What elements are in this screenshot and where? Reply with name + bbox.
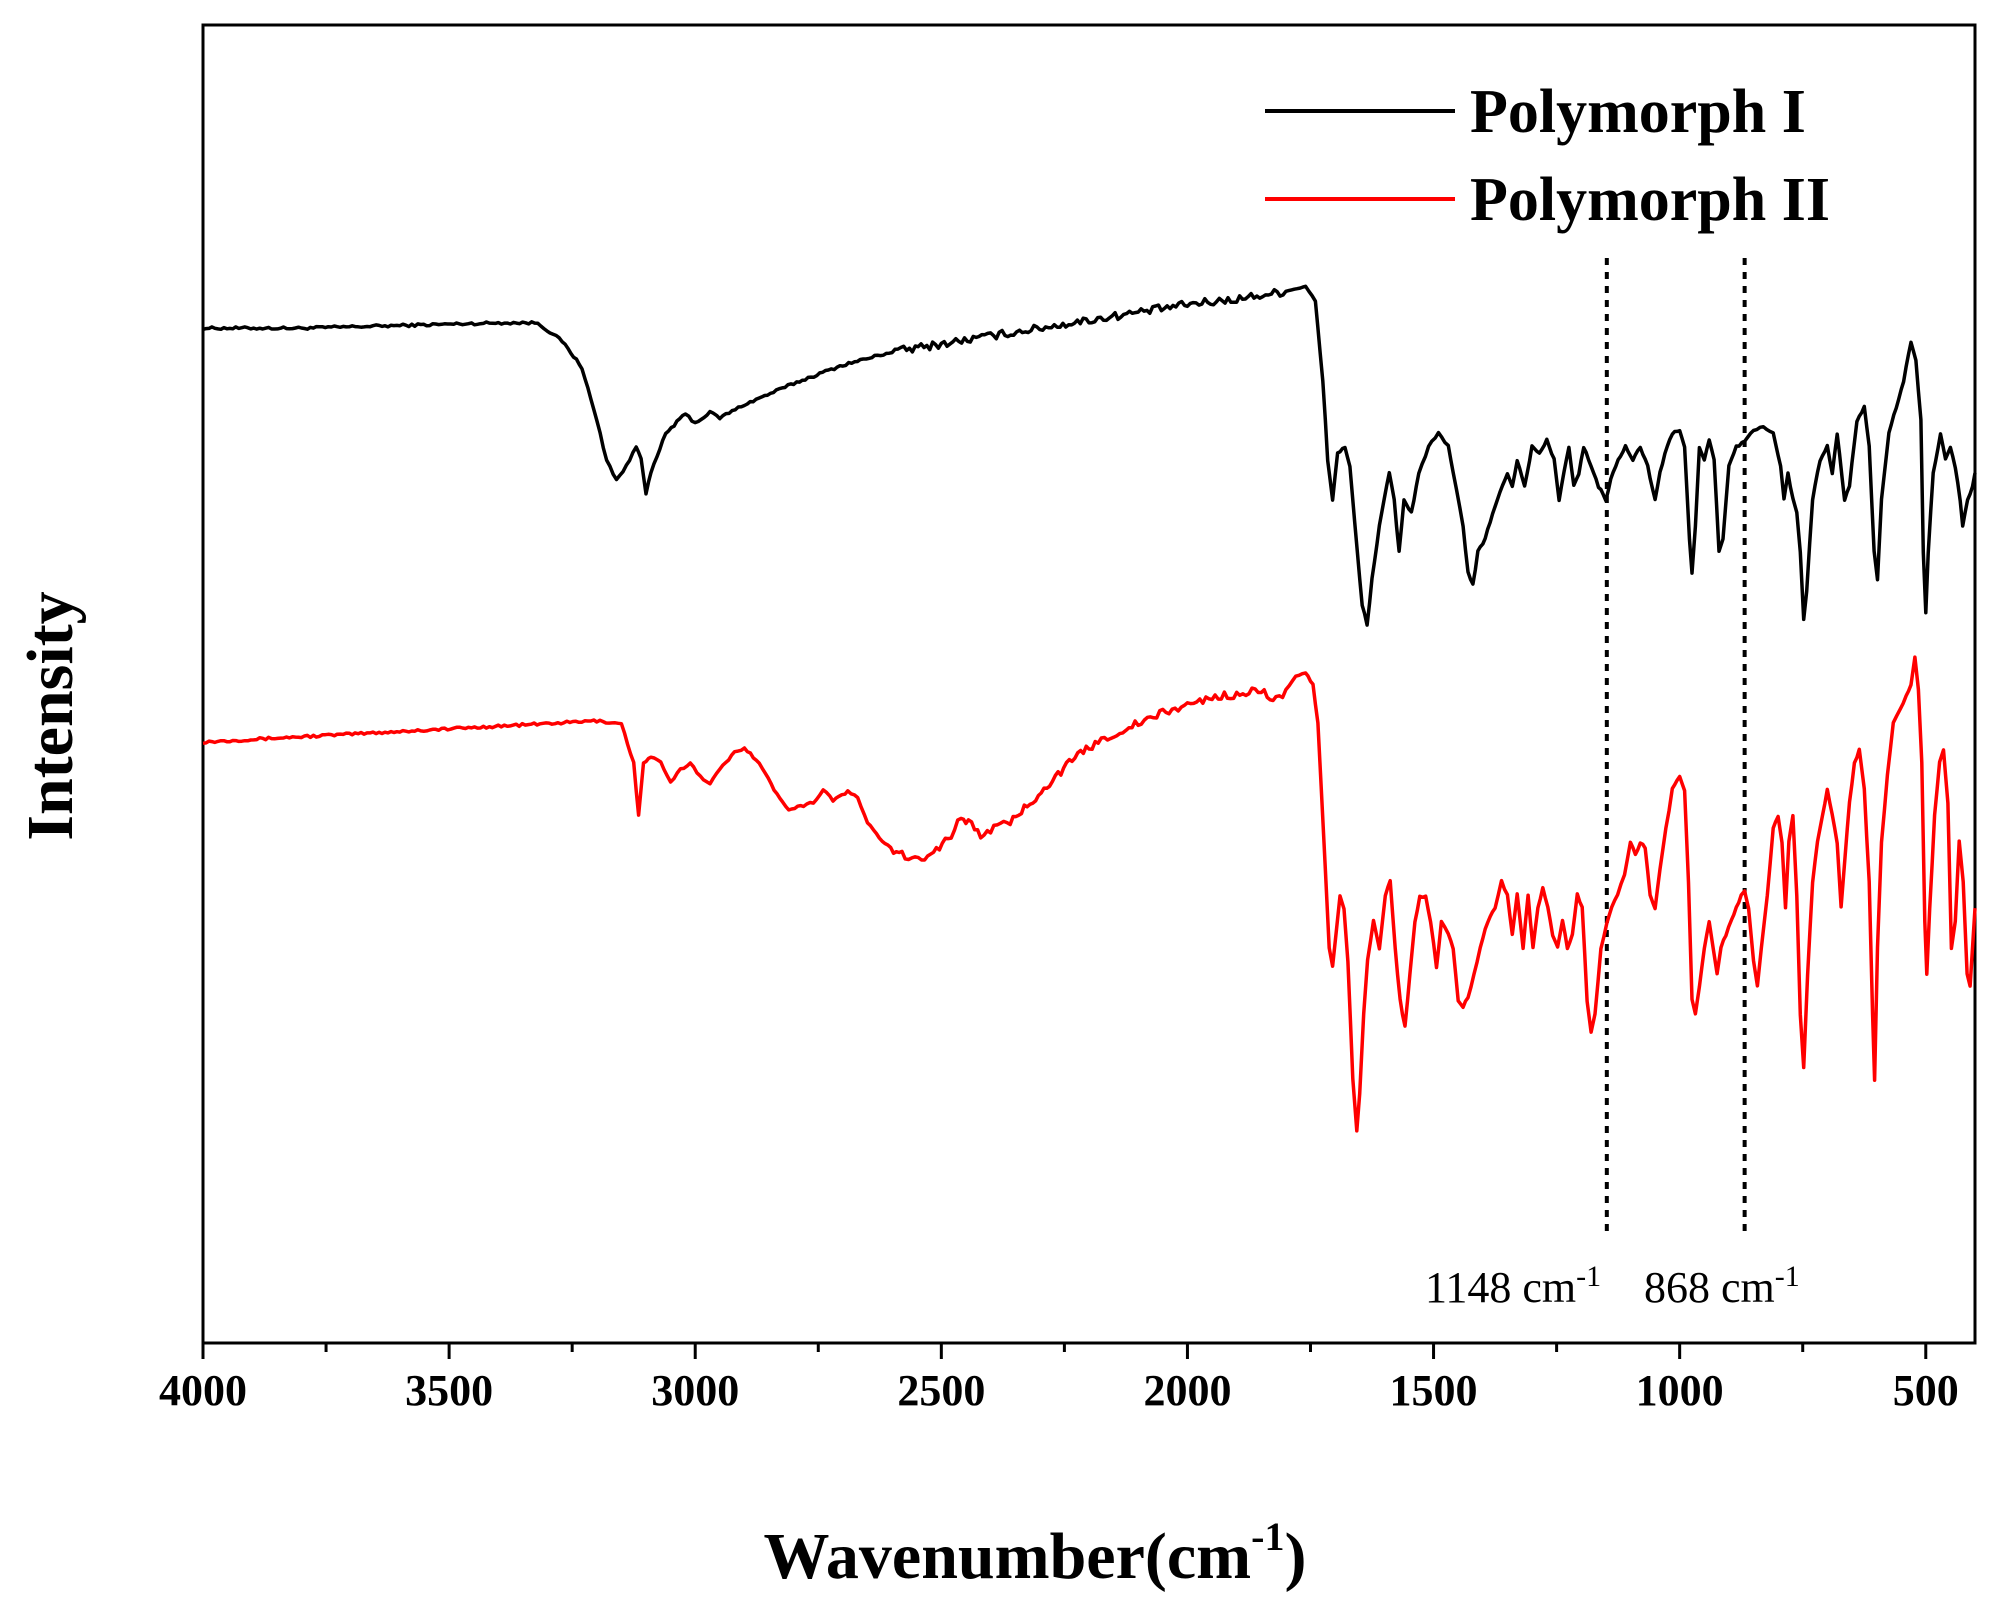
series-group [202,284,1977,1133]
x-tick-label: 500 [1893,1366,1959,1415]
x-axis-title: Wavenumber(cm-1) [764,1514,1307,1593]
x-axis-title-main: Wavenumber(cm [764,1520,1252,1593]
x-axis-title-close: ) [1284,1520,1306,1593]
series-line-polymorph-i [202,284,1977,627]
x-tick-label: 1000 [1636,1366,1724,1415]
x-axis-title-sup: -1 [1251,1514,1284,1559]
annotation-868: 868 cm-1 [1644,1260,1800,1312]
annotation-868-main: 868 cm [1644,1263,1775,1312]
x-tick-label: 2000 [1143,1366,1231,1415]
plot-frame [201,23,1977,1345]
x-axis: 4000 3500 3000 2500 2000 1500 1000 500 [159,1343,1959,1415]
y-axis-title: Intensity [14,591,87,840]
series-line-polymorph-ii [202,655,1977,1133]
annotation-868-sup: -1 [1775,1260,1800,1293]
reference-lines: 1148 cm-1 868 cm-1 [1425,258,1800,1312]
x-tick-label: 3500 [405,1366,493,1415]
x-tick-label: 4000 [159,1366,247,1415]
x-tick-label: 2500 [897,1366,985,1415]
x-tick-label: 3000 [651,1366,739,1415]
legend-label-polymorph-i: Polymorph I [1470,78,1806,146]
x-tick-label: 1500 [1390,1366,1478,1415]
annotation-1148: 1148 cm-1 [1425,1260,1601,1312]
legend: Polymorph I Polymorph II [1265,78,1830,234]
legend-label-polymorph-ii: Polymorph II [1470,166,1830,234]
annotation-1148-sup: -1 [1576,1260,1601,1293]
annotation-1148-main: 1148 cm [1425,1263,1576,1312]
